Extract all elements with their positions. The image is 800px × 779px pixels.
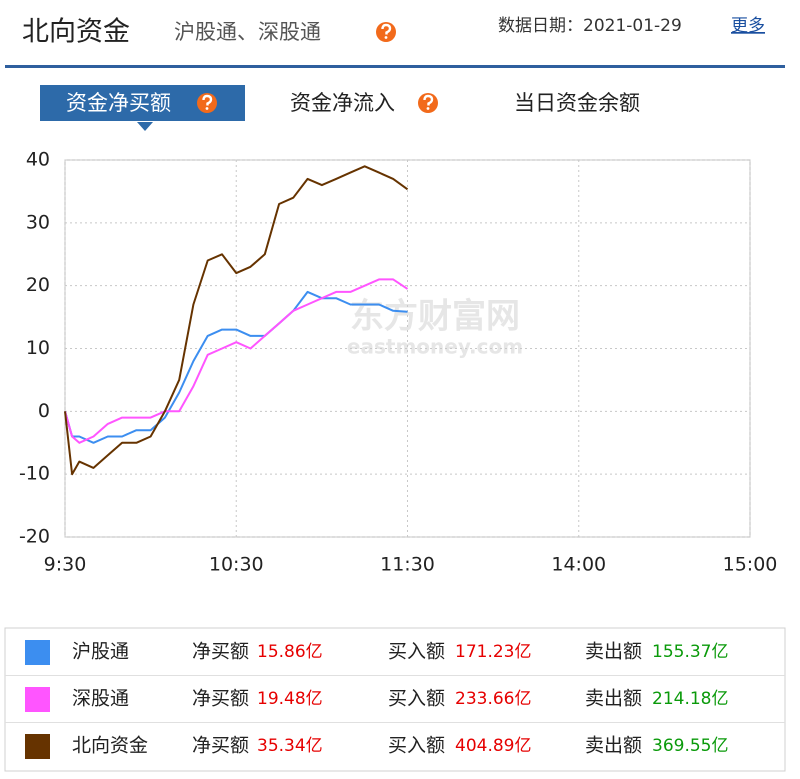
stat-label: 净买额 [192, 688, 249, 710]
stat-value: 369.55亿 [652, 736, 728, 756]
tab[interactable]: 资金净买额 [66, 91, 171, 115]
stat-value: 214.18亿 [652, 689, 728, 709]
tab-pointer [137, 122, 153, 131]
more-link[interactable]: 更多 [731, 16, 765, 36]
y-tick-label: 0 [38, 400, 50, 422]
stat-value: 233.66亿 [455, 689, 531, 709]
y-tick-label: 40 [26, 149, 50, 171]
stat-label: 净买额 [192, 641, 249, 663]
series-line [64, 278, 409, 444]
y-tick-label: 20 [26, 274, 50, 296]
x-tick-label: 11:30 [380, 554, 435, 576]
legend-label: 北向资金 [72, 735, 148, 757]
legend-swatch [25, 734, 50, 759]
help-icon[interactable] [418, 93, 438, 113]
stat-label: 净买额 [192, 735, 249, 757]
stat-value: 19.48亿 [257, 689, 323, 709]
tab[interactable]: 当日资金余额 [514, 91, 640, 115]
stat-label: 卖出额 [585, 735, 642, 757]
header-rule [5, 65, 785, 68]
stat-value: 155.37亿 [652, 642, 728, 662]
legend-swatch [25, 640, 50, 665]
help-icon[interactable] [376, 22, 396, 42]
stat-label: 买入额 [388, 688, 445, 710]
date-label: 数据日期：2021-01-29 [498, 16, 682, 36]
y-tick-label: -20 [19, 526, 50, 548]
series-line [64, 165, 409, 476]
stat-label: 买入额 [388, 735, 445, 757]
legend-swatch [25, 687, 50, 712]
stat-label: 买入额 [388, 641, 445, 663]
x-tick-label: 9:30 [44, 554, 87, 576]
x-tick-label: 10:30 [209, 554, 264, 576]
title: 北向资金 [22, 17, 130, 48]
stat-value: 404.89亿 [455, 736, 531, 756]
watermark: 东方财富网 [350, 297, 520, 337]
stat-value: 171.23亿 [455, 642, 531, 662]
help-icon[interactable] [197, 93, 217, 113]
y-tick-label: -10 [19, 463, 50, 485]
legend-table [4, 627, 786, 772]
x-tick-label: 14:00 [551, 554, 606, 576]
stat-value: 35.34亿 [257, 736, 323, 756]
watermark: eastmoney.com [347, 335, 523, 359]
legend-label: 深股通 [72, 688, 129, 710]
subtitle: 沪股通、深股通 [174, 20, 321, 44]
stat-label: 卖出额 [585, 641, 642, 663]
y-tick-label: 30 [26, 211, 50, 233]
stat-value: 15.86亿 [257, 642, 323, 662]
x-tick-label: 15:00 [723, 554, 778, 576]
y-tick-label: 10 [26, 337, 50, 359]
legend-label: 沪股通 [72, 641, 129, 663]
tab[interactable]: 资金净流入 [290, 91, 395, 115]
series-line [64, 290, 408, 444]
stat-label: 卖出额 [585, 688, 642, 710]
